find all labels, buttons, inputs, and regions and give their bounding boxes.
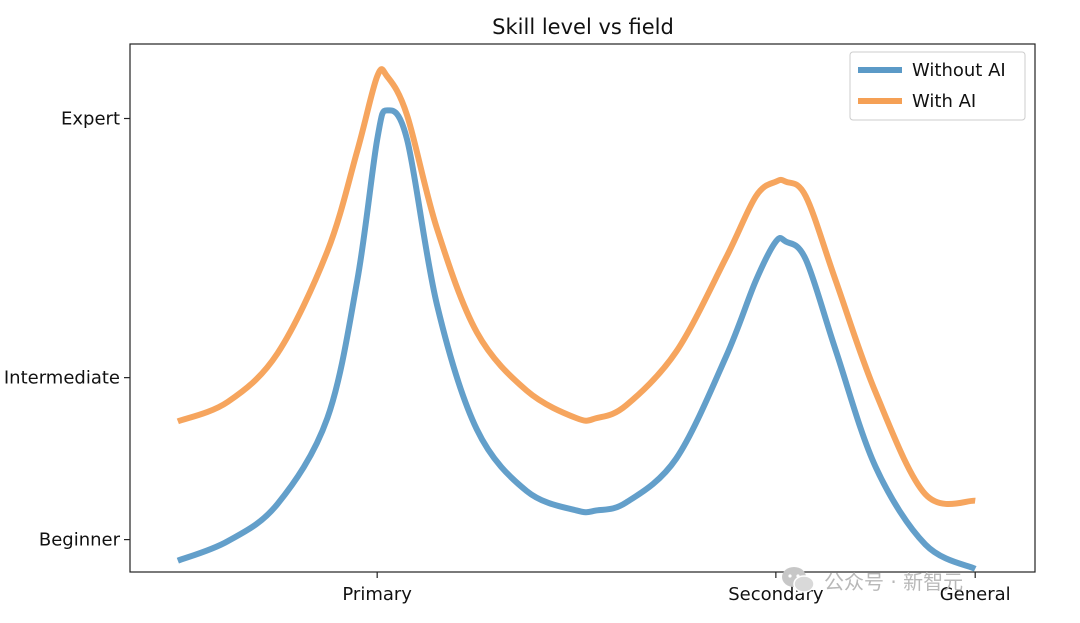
series-line-with-ai (176, 66, 976, 507)
plot-area (129, 43, 1036, 573)
series-layer (176, 66, 977, 572)
series-line-without-ai (176, 107, 977, 572)
x-tick-label: General (940, 584, 1011, 605)
x-tick-label: Primary (342, 584, 412, 605)
y-tick-label: Beginner (39, 530, 121, 551)
y-tick-label: Intermediate (4, 368, 120, 389)
chart-title: Skill level vs field (492, 15, 674, 39)
wechat-icon (782, 567, 815, 593)
watermark-text: 公众号 · 新智元 (824, 569, 964, 594)
legend-label-with-ai: With AI (912, 91, 976, 112)
legend-label-without-ai: Without AI (912, 60, 1006, 81)
legend: Without AI With AI (849, 51, 1026, 121)
x-axis-ticks: Primary Secondary General (342, 572, 1011, 605)
y-axis-ticks: Beginner Intermediate Expert (4, 109, 130, 551)
y-tick-label: Expert (61, 109, 120, 130)
watermark: 公众号 · 新智元 (780, 562, 1060, 598)
